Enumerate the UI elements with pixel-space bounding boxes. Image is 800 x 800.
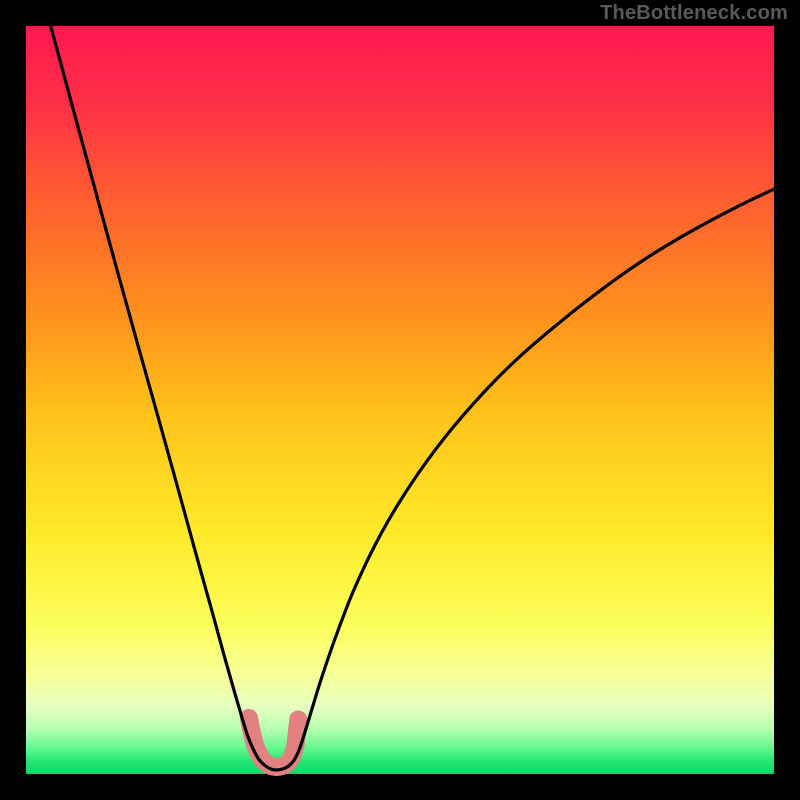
plot-area <box>26 26 774 774</box>
watermark-text: TheBottleneck.com <box>600 2 788 25</box>
marker-highlight <box>249 718 298 767</box>
bottleneck-curve <box>51 26 774 770</box>
chart-svg <box>26 26 774 774</box>
